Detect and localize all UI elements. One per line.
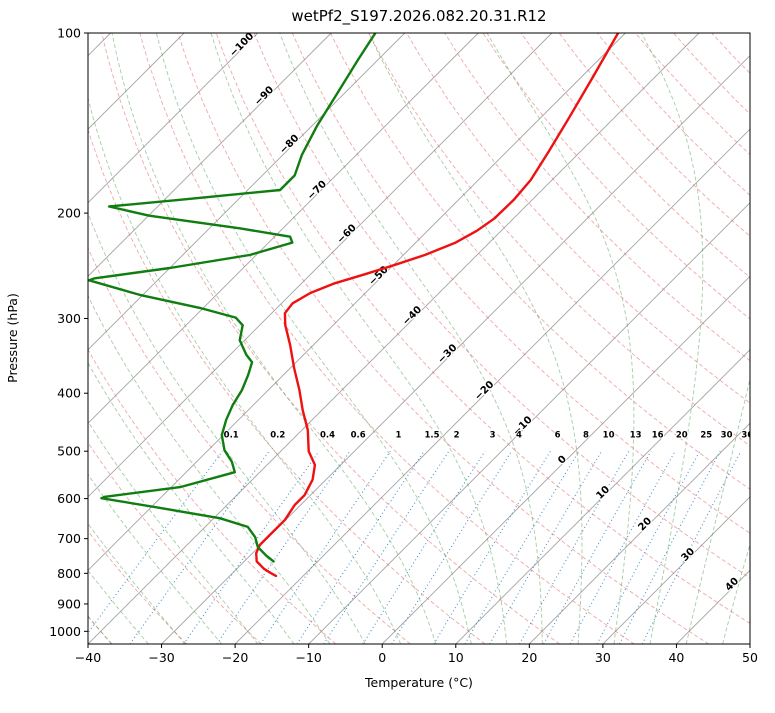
y-tick-label: 700 — [57, 531, 81, 546]
dry-adiabat-lines — [88, 33, 750, 644]
x-tick-label: 0 — [378, 650, 386, 665]
y-tick-label: 900 — [57, 596, 81, 611]
y-tick-label: 600 — [57, 491, 81, 506]
x-tick-label: −30 — [148, 650, 174, 665]
x-tick-label: −10 — [295, 650, 321, 665]
profile-curves — [88, 33, 620, 578]
mixing-ratio-label: 25 — [700, 431, 712, 441]
mixing-ratio-label: 1 — [396, 431, 402, 441]
y-tick-label: 300 — [57, 311, 81, 326]
temperature-curve — [255, 33, 620, 578]
mixing-ratio-label: 0.1 — [224, 431, 239, 441]
mixing-ratio-label: 0.2 — [270, 431, 285, 441]
mixing-ratio-label: 20 — [676, 431, 688, 441]
mixing-ratio-label: 8 — [583, 431, 589, 441]
mixing-ratio-label: 16 — [652, 431, 664, 441]
mixing-ratio-label: 6 — [555, 431, 561, 441]
x-tick-label: 30 — [595, 650, 611, 665]
mixing-ratio-label: 0.6 — [351, 431, 366, 441]
y-tick-label: 500 — [57, 444, 81, 459]
mixing-ratio-label: 36 — [741, 431, 753, 441]
plot-layers: −100−90−80−70−60−50−40−30−20−10010203040… — [88, 33, 753, 644]
x-tick-label: 50 — [742, 650, 758, 665]
plot-border — [87, 32, 751, 645]
y-tick-label: 1000 — [49, 624, 81, 639]
x-axis-label: Temperature (°C) — [364, 675, 473, 690]
mixing-ratio-label: 0.4 — [320, 431, 335, 441]
y-tick-label: 800 — [57, 566, 81, 581]
x-tick-label: −40 — [75, 650, 101, 665]
y-tick-label: 100 — [57, 26, 81, 41]
mixing-ratio-label: 2 — [454, 431, 460, 441]
y-tick-label: 200 — [57, 206, 81, 221]
x-tick-label: 40 — [668, 650, 684, 665]
mixing-ratio-lines — [88, 450, 742, 644]
mixing-ratio-label: 30 — [721, 431, 733, 441]
y-axis-label: Pressure (hPa) — [5, 293, 20, 383]
mixing-ratio-label: 4 — [516, 431, 522, 441]
mixing-ratio-label: 1.5 — [424, 431, 439, 441]
x-tick-label: 10 — [448, 650, 464, 665]
x-tick-label: 20 — [521, 650, 537, 665]
y-tick-label: 400 — [57, 386, 81, 401]
x-tick-label: −20 — [222, 650, 248, 665]
axes: −40 −30 −20 −10 0 10 20 30 40 5010020030040050060… — [49, 26, 758, 666]
chart-title: wetPf2_S197.2026.082.20.31.R12 — [291, 7, 546, 26]
mixing-ratio-label: 3 — [490, 431, 496, 441]
moist-adiabat-lines — [88, 33, 750, 644]
mixing-ratio-label: 13 — [630, 431, 642, 441]
dewpoint-curve — [88, 33, 377, 563]
mixing-ratio-label: 10 — [603, 431, 615, 441]
